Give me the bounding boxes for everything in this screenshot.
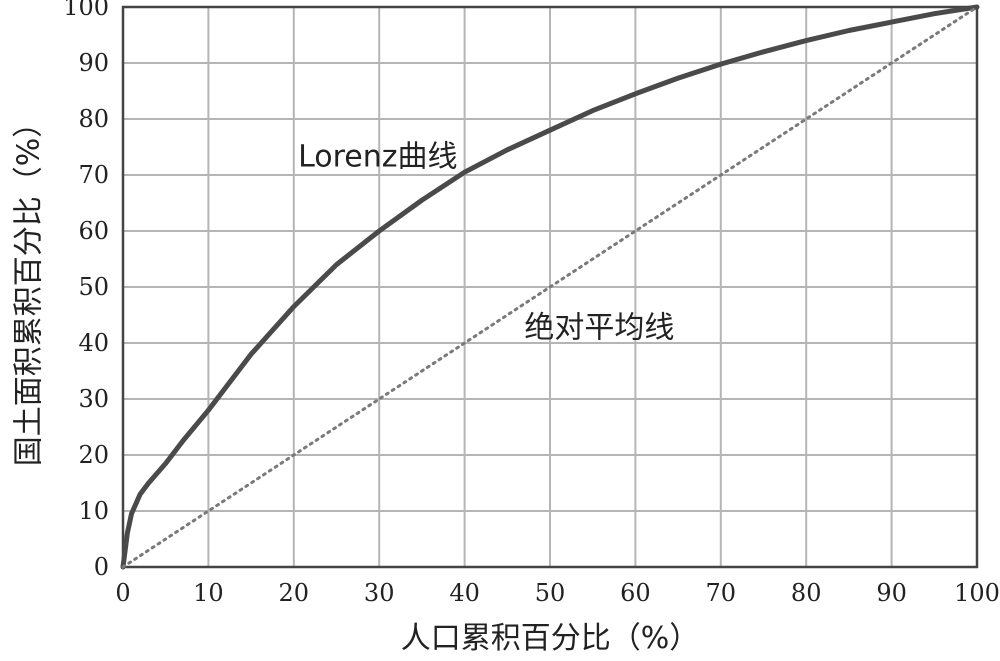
x-axis-title: 人口累积百分比（%） [401,621,700,656]
x-tick-label-2: 20 [279,579,310,607]
x-tick-label-3: 30 [364,579,395,607]
lorenz-curve-label: Lorenz曲线 [298,140,457,175]
x-tick-label-7: 70 [706,579,737,607]
y-tick-label-9: 90 [78,49,109,77]
equality-line-label: 绝对平均线 [524,310,674,345]
y-tick-label-6: 60 [78,217,109,245]
y-tick-label-0: 0 [94,553,109,581]
y-tick-label-2: 20 [78,441,109,469]
x-tick-label-1: 10 [193,579,224,607]
x-tick-label-0: 0 [115,579,130,607]
y-axis-title: 国土面积累积百分比（%） [12,108,47,467]
plot-frame [121,5,979,569]
y-tick-label-7: 70 [78,161,109,189]
series-layer [120,4,980,570]
x-tick-label-10: 100 [954,579,1000,607]
y-tick-label-5: 50 [78,273,109,301]
y-tick-label-4: 40 [78,329,109,357]
x-tick-label-6: 60 [620,579,651,607]
y-tick-label-1: 10 [78,497,109,525]
x-tick-labels: 0 10 20 30 40 50 60 70 80 90 100 [115,579,1000,607]
x-tick-label-8: 80 [791,579,822,607]
lorenz-curve-line [120,4,980,570]
x-tick-label-9: 90 [876,579,907,607]
x-tick-label-4: 40 [449,579,480,607]
y-tick-label-3: 30 [78,385,109,413]
equality-line [121,5,979,569]
y-tick-labels: 0 10 20 30 40 50 60 70 80 90 100 [63,0,109,581]
y-tick-label-8: 80 [78,105,109,133]
y-tick-label-10: 100 [63,0,109,21]
x-tick-label-5: 50 [535,579,566,607]
